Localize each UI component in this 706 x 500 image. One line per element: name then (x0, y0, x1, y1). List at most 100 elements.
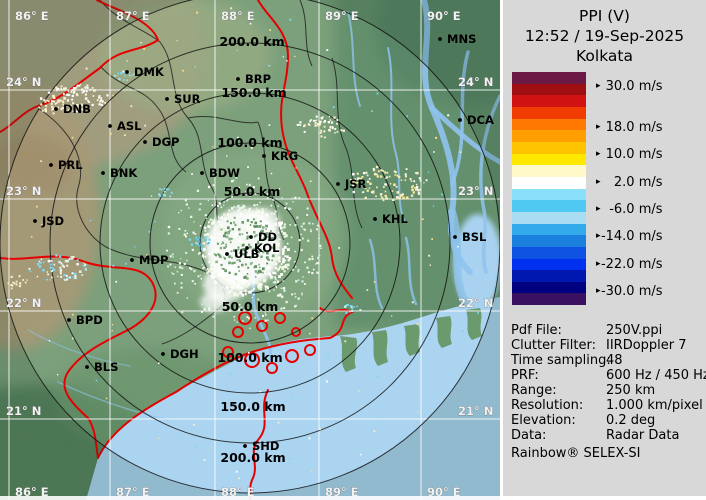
radar-echo-speckle (311, 255, 314, 258)
radar-echo-speckle (265, 232, 268, 235)
radar-echo-speckle (239, 236, 242, 239)
radar-echo-speckle (195, 242, 197, 244)
radar-echo-speckle (198, 240, 200, 243)
radar-echo-speckle (81, 91, 84, 94)
radar-echo-speckle (435, 136, 438, 139)
radar-echo-speckle (276, 282, 278, 284)
radar-echo-speckle (256, 271, 260, 274)
radar-echo-speckle (216, 248, 219, 251)
radar-echo-speckle (12, 281, 14, 284)
radar-echo-speckle (238, 291, 241, 294)
radar-echo-speckle (221, 244, 224, 247)
city-label: KHL (382, 212, 409, 226)
radar-echo-speckle (273, 281, 277, 284)
radar-echo-speckle (361, 176, 364, 178)
radar-echo-speckle (228, 309, 232, 312)
radar-echo-speckle (242, 204, 245, 207)
longitude-label-top: 89° E (325, 9, 359, 23)
scale-tick: ▸ -22.0 m/s (596, 256, 663, 272)
radar-echo-speckle (225, 245, 227, 248)
radar-echo-speckle (260, 240, 263, 243)
radar-echo-speckle (262, 226, 265, 229)
radar-echo-speckle (273, 212, 276, 215)
radar-map: 86° E 86° E 87° E 87° E 88° E 88° E 89° E 89° E… (0, 0, 500, 500)
radar-echo-speckle (306, 207, 309, 210)
radar-echo-speckle (170, 191, 173, 194)
radar-echo-speckle (270, 276, 273, 280)
radar-echo-speckle (123, 79, 125, 81)
radar-echo-speckle (66, 99, 69, 102)
radar-echo-speckle (193, 423, 196, 426)
radar-echo-speckle (247, 211, 250, 214)
radar-echo-speckle (200, 247, 204, 250)
radar-echo-speckle (203, 266, 205, 269)
radar-echo-speckle (431, 238, 433, 240)
radar-echo-speckle (196, 189, 200, 192)
radar-echo-speckle (296, 124, 299, 126)
border-island (256, 320, 268, 332)
city-dot (130, 258, 134, 262)
radar-echo-speckle (154, 220, 156, 223)
radar-echo-speckle (270, 172, 273, 175)
radar-echo-speckle (266, 262, 269, 265)
radar-echo-speckle (183, 233, 186, 236)
radar-echo-speckle (363, 172, 366, 175)
district-boundary (37, 107, 109, 249)
radar-echo-speckle (277, 267, 281, 271)
radar-echo-speckle (257, 240, 259, 243)
radar-echo-speckle (218, 277, 221, 280)
radar-echo-speckle (63, 93, 65, 95)
radar-echo-speckle (266, 235, 270, 238)
tick-value-label: 18.0 m/s (605, 119, 663, 135)
radar-echo-speckle (332, 106, 335, 109)
radar-echo-speckle (63, 105, 66, 107)
radar-echo-speckle (230, 207, 234, 210)
radar-echo-speckle (198, 236, 201, 239)
radar-echo-speckle (268, 290, 271, 293)
radar-echo-speckle (197, 238, 199, 241)
radar-echo-speckle (83, 90, 85, 93)
color-band (512, 200, 586, 212)
radar-echo-speckle (176, 40, 178, 42)
radar-echo-speckle (264, 286, 267, 289)
radar-echo-speckle (224, 253, 227, 257)
radar-echo-speckle (111, 330, 113, 332)
radar-echo-speckle (269, 249, 272, 251)
radar-echo-speckle (417, 189, 420, 192)
radar-echo-speckle (256, 247, 259, 250)
radar-echo-speckle (280, 221, 283, 225)
city-dot (33, 219, 37, 223)
radar-echo-speckle (126, 60, 128, 62)
border-island (238, 311, 252, 325)
radar-echo-speckle (252, 289, 254, 292)
latitude-label-right: 22° N (458, 296, 493, 310)
radar-echo-speckle (60, 88, 63, 90)
radar-echo-speckle (264, 189, 266, 191)
radar-echo-speckle (226, 220, 229, 223)
radar-echo-layer (7, 7, 479, 480)
metadata-label: Data: (511, 428, 547, 443)
radar-echo-speckle (371, 110, 373, 112)
radar-echo-speckle (420, 162, 422, 164)
radar-echo-speckle (220, 252, 223, 254)
radar-echo-speckle (404, 175, 407, 178)
radar-echo-speckle (225, 275, 227, 278)
radar-echo-speckle (62, 103, 65, 106)
longitude-label-top: 87° E (116, 9, 150, 23)
radar-echo-speckle (257, 177, 260, 180)
radar-echo-speckle (255, 221, 257, 224)
city-label: DD (258, 230, 277, 244)
river-path (347, 11, 361, 107)
radar-echo-speckle (252, 186, 255, 189)
radar-echo-speckle (267, 319, 269, 321)
radar-echo-speckle (226, 286, 229, 289)
radar-echo-speckle (266, 243, 269, 246)
city-dot (200, 171, 204, 175)
radar-echo-speckle (257, 282, 260, 285)
radar-echo-speckle (240, 250, 244, 254)
radar-echo-speckle (241, 248, 243, 251)
radar-echo-speckle (356, 305, 358, 308)
radar-echo-speckle (279, 294, 282, 297)
radar-echo-speckle (274, 271, 276, 274)
color-band (512, 72, 586, 84)
